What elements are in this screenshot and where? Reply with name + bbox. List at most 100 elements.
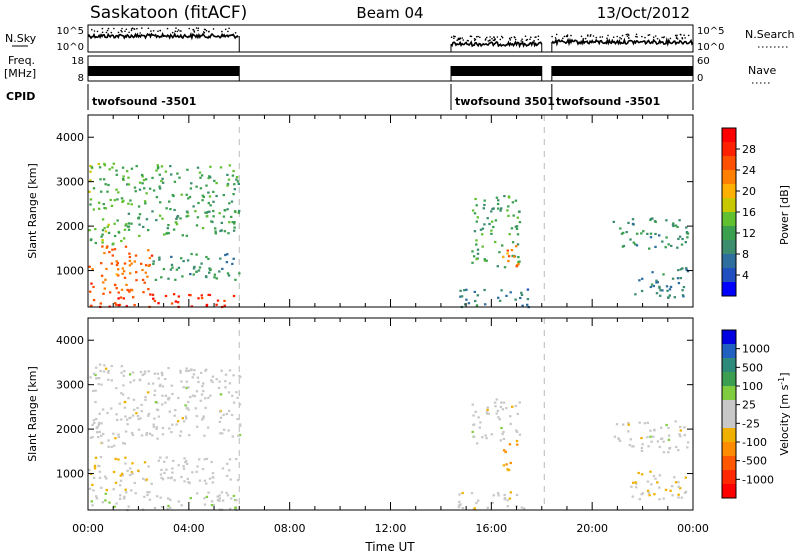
range-cell <box>662 497 665 500</box>
range-cell <box>92 372 96 375</box>
range-cell <box>170 173 173 176</box>
range-cell <box>215 194 218 198</box>
range-cell <box>646 436 649 439</box>
range-cell <box>515 265 518 268</box>
nsky-point <box>475 36 478 38</box>
range-cell <box>671 494 674 497</box>
colorbar-tick-label: -1000 <box>742 473 774 486</box>
range-cell <box>196 216 200 219</box>
y-tick-label: 4000 <box>56 334 84 347</box>
range-cell <box>472 435 476 438</box>
freq-series <box>88 66 240 76</box>
range-cell <box>115 173 118 176</box>
range-cell <box>103 162 106 165</box>
range-cell <box>679 435 682 438</box>
range-cell <box>679 429 682 432</box>
range-cell <box>132 296 135 299</box>
range-cell <box>125 223 128 226</box>
range-cell <box>130 203 133 206</box>
range-cell <box>131 414 135 417</box>
range-cell <box>457 506 461 509</box>
range-cell <box>119 296 123 299</box>
range-cell <box>640 449 644 453</box>
range-cell <box>205 304 208 307</box>
range-cell <box>165 468 168 471</box>
range-cell <box>682 295 685 298</box>
range-cell <box>148 187 152 190</box>
range-cell <box>665 219 668 222</box>
range-cell <box>506 499 509 502</box>
range-cell <box>658 474 662 477</box>
nsky-point <box>607 34 609 37</box>
range-cell <box>158 384 162 388</box>
range-cell <box>125 305 128 308</box>
range-cell <box>106 190 109 193</box>
range-cell <box>485 412 489 415</box>
range-cell <box>152 189 156 192</box>
range-cell <box>513 255 516 258</box>
range-cell <box>521 304 524 307</box>
range-cell <box>141 175 144 178</box>
range-cell <box>161 403 164 406</box>
range-cell <box>679 487 682 490</box>
nsky-point <box>453 35 455 37</box>
range-cell <box>90 500 93 503</box>
range-cell <box>204 211 207 214</box>
range-cell <box>216 495 219 498</box>
range-cell <box>97 383 100 386</box>
range-cell <box>514 404 517 408</box>
range-cell <box>214 232 217 235</box>
range-cell <box>115 263 119 267</box>
range-cell <box>498 418 501 421</box>
range-cell <box>628 444 632 447</box>
range-cell <box>686 236 689 239</box>
range-cell <box>473 290 476 293</box>
range-cell <box>88 190 91 193</box>
colorbar-tick-label: 16 <box>742 206 756 219</box>
nsky-point <box>133 28 136 30</box>
range-cell <box>228 409 231 412</box>
range-cell <box>126 170 129 173</box>
range-cell <box>491 501 494 504</box>
range-cell <box>117 433 120 436</box>
range-cell <box>151 434 154 437</box>
range-cell <box>101 229 105 232</box>
range-cell <box>117 435 121 439</box>
range-cell <box>153 372 156 375</box>
range-cell <box>197 269 201 272</box>
range-cell <box>140 410 143 413</box>
colorbar-cell <box>722 428 736 443</box>
nsky-point <box>494 38 497 40</box>
range-cell <box>231 221 234 224</box>
range-cell <box>654 232 657 236</box>
nsky-point <box>616 35 618 38</box>
range-cell <box>649 236 653 239</box>
range-cell <box>106 412 109 415</box>
range-cell <box>145 192 148 195</box>
range-cell <box>113 505 116 508</box>
range-cell <box>163 460 166 463</box>
nsky-point <box>533 39 535 42</box>
range-cell <box>646 480 650 483</box>
range-cell <box>679 425 682 429</box>
range-cell <box>127 222 131 225</box>
range-cell <box>173 180 177 183</box>
range-cell <box>653 493 656 496</box>
range-cell <box>202 416 205 420</box>
nsky-point <box>139 32 141 34</box>
range-cell <box>195 185 198 188</box>
range-cell <box>184 415 188 418</box>
range-cell <box>200 174 204 177</box>
y-tick-label: 2000 <box>56 423 84 436</box>
nsky-point <box>656 37 659 40</box>
range-cell <box>667 438 671 441</box>
range-cell <box>678 219 681 222</box>
range-cell <box>660 426 663 429</box>
range-cell <box>143 495 146 498</box>
range-cell <box>117 291 120 294</box>
range-cell <box>643 422 647 425</box>
nsky-point <box>612 36 615 38</box>
nsky-point <box>675 37 678 39</box>
range-cell <box>520 291 523 294</box>
range-cell <box>482 207 485 210</box>
